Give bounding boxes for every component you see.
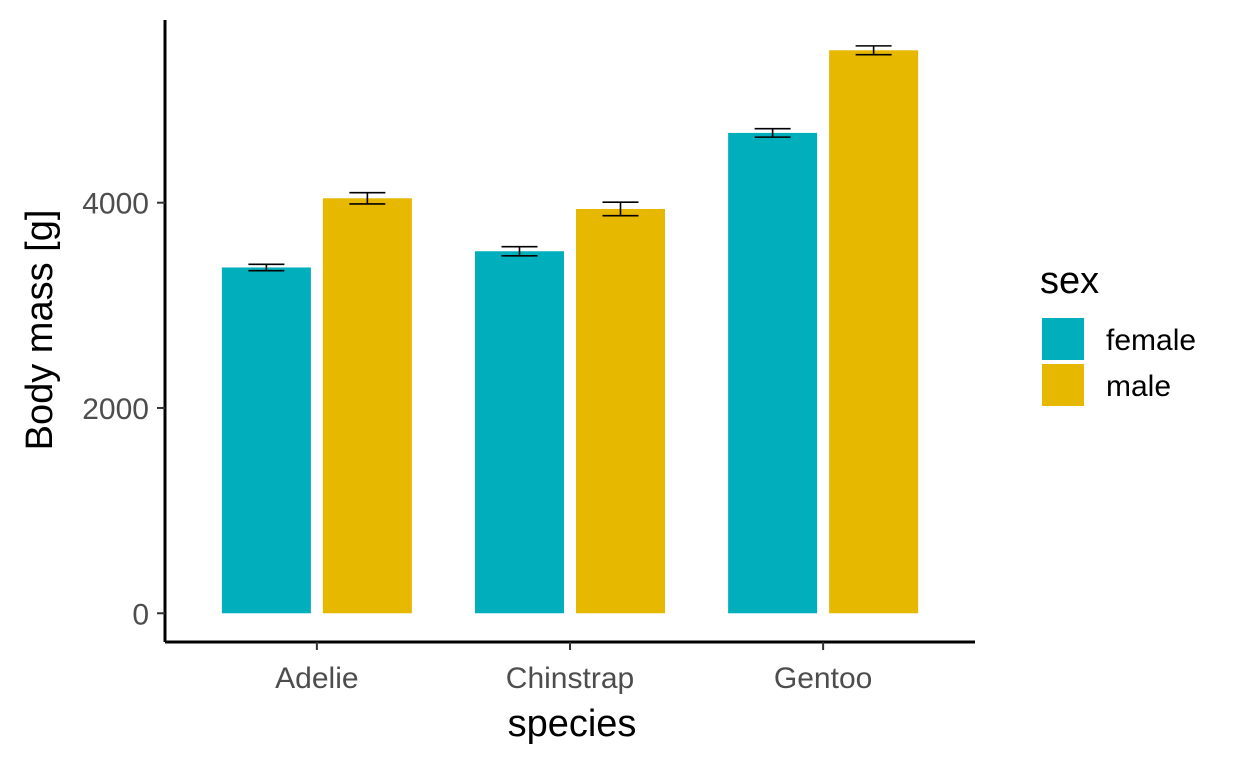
bars-layer xyxy=(221,50,919,614)
bar-chinstrap-female xyxy=(475,251,564,614)
y-tick-label: 2000 xyxy=(82,393,149,426)
bar-chinstrap-male xyxy=(576,208,665,614)
bar-adelie-female xyxy=(221,267,311,614)
errorbar-gentoo-male xyxy=(855,45,892,56)
y-axis-title: Body mass [g] xyxy=(19,210,61,451)
y-tick-label: 4000 xyxy=(82,188,149,221)
legend-label-male: male xyxy=(1106,370,1171,403)
x-tick-label: Chinstrap xyxy=(506,662,634,695)
legend-title: sex xyxy=(1040,260,1099,302)
bar-gentoo-male xyxy=(829,50,919,614)
errorbar-chinstrap-female xyxy=(501,245,538,257)
errorbar-adelie-male xyxy=(349,191,386,205)
x-tick-label: Adelie xyxy=(275,662,358,695)
bar-gentoo-female xyxy=(728,132,818,614)
x-tick-label: Gentoo xyxy=(774,662,872,695)
legend-key-female xyxy=(1042,318,1084,360)
bar-adelie-male xyxy=(322,198,412,614)
x-axis-title: species xyxy=(508,703,637,745)
legend-key-male xyxy=(1042,364,1084,406)
errorbars-layer xyxy=(248,45,892,272)
y-tick-label: 0 xyxy=(132,598,149,631)
errorbar-adelie-female xyxy=(248,263,285,272)
errorbar-gentoo-female xyxy=(754,127,791,138)
legend: sex female male xyxy=(1040,260,1196,406)
errorbar-chinstrap-male xyxy=(602,201,639,217)
x-ticks-layer: Adelie Chinstrap Gentoo xyxy=(275,642,872,695)
legend-label-female: female xyxy=(1106,324,1196,357)
y-ticks-layer: 0 2000 4000 xyxy=(82,188,165,631)
